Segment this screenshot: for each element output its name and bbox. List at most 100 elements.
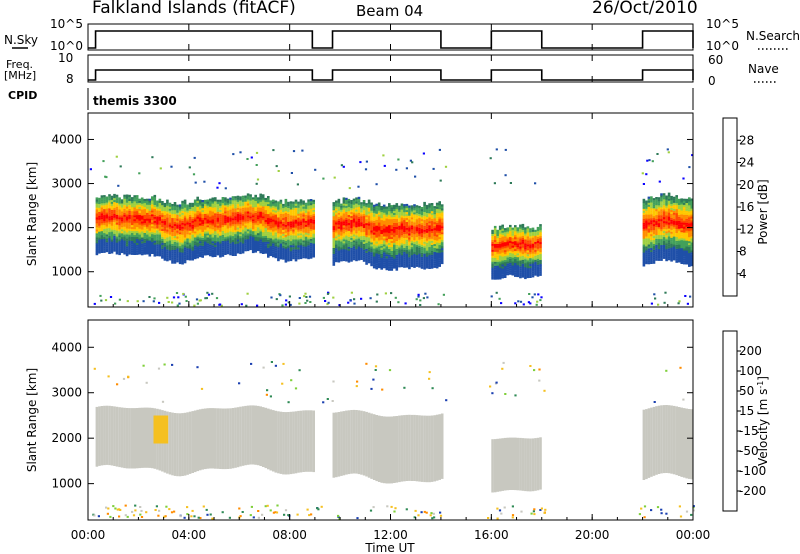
power-echo-cell xyxy=(501,250,504,253)
power-echo-cell xyxy=(171,255,174,258)
power-echo-cell xyxy=(524,243,527,246)
power-echo-cell xyxy=(672,252,676,255)
power-echo-cell xyxy=(292,235,295,238)
power-echo-cell xyxy=(423,243,426,246)
power-echo-cell xyxy=(143,200,147,204)
power-echo-cell xyxy=(350,227,353,230)
power-echo-cell xyxy=(181,252,184,255)
power-echo-cell xyxy=(428,205,431,208)
power-echo-cell xyxy=(335,230,338,233)
power-echo-cell xyxy=(254,218,257,221)
power-echo-cell xyxy=(375,219,378,222)
power-echo-cell xyxy=(350,231,353,234)
power-echo-cell xyxy=(652,222,656,225)
power-echo-cell xyxy=(355,245,358,248)
power-echo-cell xyxy=(244,227,247,230)
power-echo-cell xyxy=(388,250,391,253)
power-echo-cell xyxy=(219,253,222,256)
power-echo-cell xyxy=(151,243,154,247)
power-echo-cell xyxy=(398,247,401,250)
freq-label: Freq. xyxy=(6,58,33,71)
power-echo-cell xyxy=(156,212,159,215)
power-echo-cell xyxy=(229,235,232,238)
power-echo-cell xyxy=(645,238,648,241)
power-echo-cell xyxy=(360,204,363,207)
power-echo-cell xyxy=(347,214,351,217)
power-echo-cell xyxy=(650,247,653,251)
power-echo-cell xyxy=(675,226,678,229)
power-echo-cell xyxy=(337,210,341,213)
power-echo-cell xyxy=(514,250,517,254)
power-echo-cell xyxy=(138,240,141,243)
power-echo-cell xyxy=(657,258,661,261)
power-echo-cell xyxy=(503,252,507,255)
power-echo-cell xyxy=(337,252,341,255)
power-echo-cell xyxy=(166,243,169,246)
power-echo-cell xyxy=(140,251,144,254)
power-echo-cell xyxy=(181,206,184,209)
power-echo-cell xyxy=(511,245,515,248)
power-echo-cell xyxy=(433,226,436,229)
power-echo-cell xyxy=(264,237,268,240)
power-echo-cell xyxy=(123,196,126,199)
power-echo-cell xyxy=(420,220,424,224)
power-echo-cell xyxy=(357,216,361,219)
power-echo-cell xyxy=(375,237,378,240)
power-echo-cell xyxy=(509,252,512,255)
power-echo-cell xyxy=(214,234,217,238)
power-echo-cell xyxy=(146,250,149,253)
power-echo-cell xyxy=(433,220,436,223)
power-echo-cell xyxy=(680,246,683,249)
power-echo-cell xyxy=(493,233,497,236)
power-echo-cell xyxy=(672,206,676,209)
power-echo-cell xyxy=(345,219,348,222)
power-echo-cell xyxy=(261,226,265,229)
power-echo-cell xyxy=(209,232,212,235)
power-echo-cell xyxy=(229,239,232,242)
power-echo-cell xyxy=(284,224,288,227)
power-echo-cell xyxy=(143,230,147,233)
power-echo-cell xyxy=(256,219,260,222)
power-echo-cell xyxy=(153,214,157,217)
power-echo-cell xyxy=(188,204,192,207)
power-echo-cell xyxy=(529,242,532,245)
power-echo-cell xyxy=(509,244,512,247)
power-echo-cell xyxy=(173,255,177,258)
power-echo-cell xyxy=(191,244,194,247)
power-echo-cell xyxy=(647,230,651,233)
power-echo-cell xyxy=(385,232,389,235)
power-echo-cell xyxy=(524,227,527,230)
power-echo-cell xyxy=(672,228,676,231)
power-echo-cell xyxy=(420,207,424,210)
power-echo-cell xyxy=(284,244,288,247)
power-echo-cell xyxy=(274,254,278,257)
power-echo-cell xyxy=(110,223,114,226)
power-echo-cell xyxy=(135,218,139,222)
power-echo-cell xyxy=(362,213,366,217)
power-echo-cell xyxy=(519,264,522,267)
power-echo-cell xyxy=(198,245,202,248)
power-echo-cell xyxy=(521,235,525,238)
power-echo-cell xyxy=(347,232,351,235)
power-echo-cell xyxy=(377,232,381,235)
power-echo-cell xyxy=(395,236,399,239)
power-echo-cell xyxy=(277,235,280,238)
power-echo-cell xyxy=(503,242,507,245)
power-echo-cell xyxy=(138,200,141,203)
power-echo-cell xyxy=(438,256,441,259)
power-echo-cell xyxy=(279,211,283,214)
power-echo-cell xyxy=(156,234,159,237)
power-echo-cell xyxy=(357,234,361,237)
power-echo-cell xyxy=(531,231,535,234)
power-echo-cell xyxy=(156,232,159,235)
power-echo-cell xyxy=(143,232,147,235)
power-echo-cell xyxy=(287,253,290,256)
power-echo-cell xyxy=(501,274,504,277)
power-echo-cell xyxy=(501,260,504,263)
power-echo-cell xyxy=(337,214,341,217)
power-echo-cell xyxy=(393,242,396,245)
power-echo-cell xyxy=(675,240,678,243)
power-echo-cell xyxy=(246,205,250,208)
power-echo-cell xyxy=(130,238,134,241)
power-echo-cell xyxy=(335,246,338,249)
